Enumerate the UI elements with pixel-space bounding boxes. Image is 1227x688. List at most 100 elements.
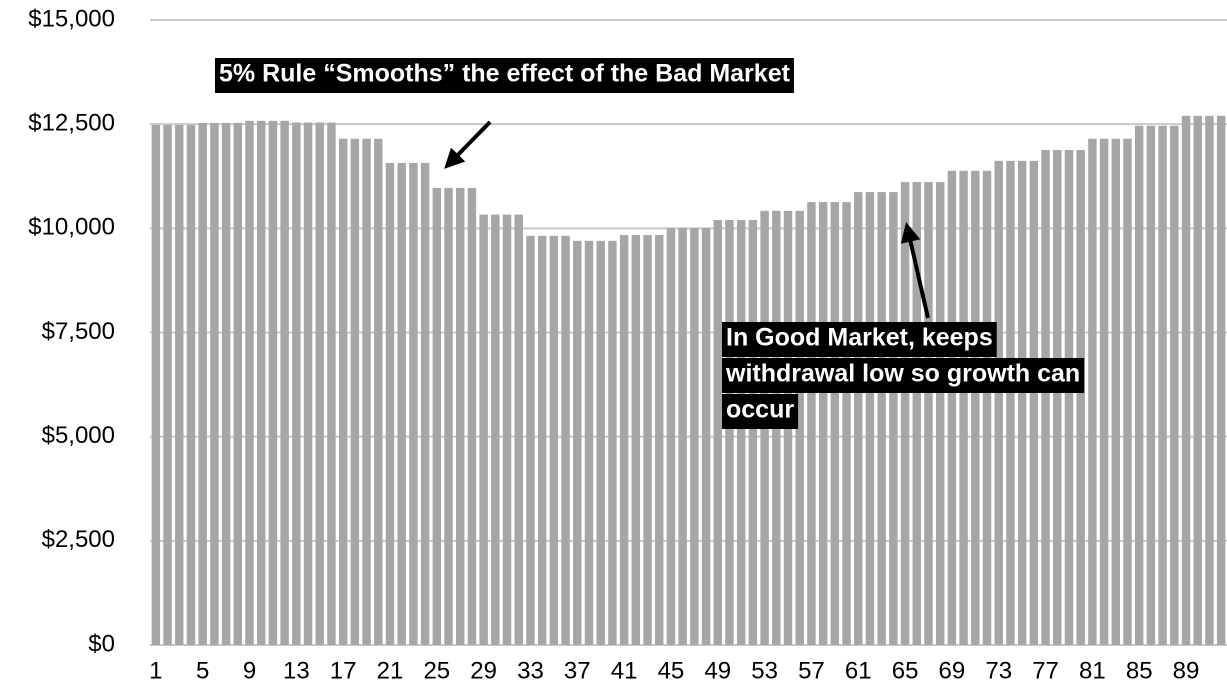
arrow — [444, 120, 492, 169]
bar — [1158, 125, 1167, 646]
x-tick-label: 9 — [243, 657, 256, 684]
bar — [584, 240, 594, 646]
annotation: withdrawal low so growth can — [725, 360, 1080, 388]
bar — [935, 182, 945, 646]
bar — [865, 192, 875, 646]
annotation: In Good Market, keeps — [726, 324, 993, 352]
bar — [245, 120, 254, 646]
annotation-box — [722, 394, 799, 429]
x-tick-label: 33 — [517, 657, 544, 684]
bar — [163, 125, 172, 645]
bar — [292, 122, 301, 645]
y-tick-label: $5,000 — [42, 422, 115, 449]
x-tick-label: 13 — [283, 657, 310, 684]
bar — [631, 235, 641, 645]
bar — [690, 227, 699, 645]
bar — [1123, 138, 1132, 645]
bar — [1170, 125, 1179, 646]
x-tick-label: 65 — [892, 657, 919, 684]
bar — [1088, 138, 1097, 645]
bar — [175, 125, 184, 645]
x-tick-label: 25 — [423, 657, 450, 684]
x-tick-label: 85 — [1126, 657, 1153, 684]
bar — [573, 240, 582, 646]
y-tick-label: $0 — [88, 630, 115, 657]
bar — [221, 122, 231, 645]
bar — [338, 138, 348, 645]
arrow — [900, 222, 930, 319]
bar — [807, 202, 816, 646]
bar — [374, 138, 383, 645]
bar — [186, 125, 196, 645]
bar — [900, 182, 910, 646]
bar — [1053, 150, 1062, 645]
bar — [350, 138, 360, 645]
bar — [889, 192, 898, 646]
bars — [151, 115, 1226, 646]
x-tick-label: 37 — [564, 657, 591, 684]
x-tick-label: 17 — [330, 657, 357, 684]
bar — [924, 182, 933, 646]
bar — [303, 122, 313, 645]
bar — [1146, 125, 1156, 646]
x-tick-label: 49 — [704, 657, 731, 684]
bar — [502, 214, 512, 646]
bar — [268, 120, 278, 646]
x-tick-label: 89 — [1173, 657, 1200, 684]
bar — [467, 187, 477, 645]
bar — [1181, 115, 1191, 646]
y-tick-label: $10,000 — [28, 214, 115, 241]
x-tick-label: 73 — [985, 657, 1012, 684]
bar — [1205, 115, 1214, 646]
bar — [432, 187, 442, 645]
x-tick-label: 69 — [939, 657, 966, 684]
annotation: 5% Rule “Smooths” the effect of the Bad … — [219, 60, 791, 88]
bar — [210, 122, 219, 645]
bar — [233, 122, 243, 645]
x-tick-label: 57 — [798, 657, 825, 684]
x-tick-label: 1 — [149, 657, 162, 684]
bar — [420, 162, 430, 645]
bar — [385, 162, 395, 645]
bar — [315, 122, 324, 645]
bar — [713, 220, 722, 645]
bar — [1064, 150, 1074, 645]
x-tick-label: 61 — [845, 657, 872, 684]
bar — [1017, 160, 1027, 646]
bar — [1099, 138, 1109, 645]
bar — [736, 220, 746, 645]
bar — [397, 162, 406, 645]
bar — [1216, 115, 1226, 646]
bar — [994, 160, 1003, 646]
bar — [596, 240, 605, 646]
bar — [327, 122, 336, 645]
x-tick-label: 5 — [196, 657, 209, 684]
bar — [514, 214, 523, 646]
x-tick-label: 29 — [470, 657, 497, 684]
bar — [561, 235, 570, 646]
bar — [362, 138, 371, 645]
bar — [1193, 115, 1202, 646]
bar — [444, 187, 453, 645]
bar — [537, 235, 547, 646]
bar — [1041, 150, 1050, 645]
bar — [971, 170, 980, 646]
x-tick-label: 41 — [611, 657, 638, 684]
annotation: occur — [726, 396, 794, 424]
bar — [198, 122, 207, 645]
bar — [701, 227, 711, 645]
bar — [643, 235, 652, 645]
x-tick-label: 53 — [751, 657, 778, 684]
annotation-box — [722, 322, 997, 357]
bar — [619, 235, 629, 645]
x-tick-label: 21 — [377, 657, 404, 684]
bar — [877, 192, 886, 646]
y-tick-label: $12,500 — [28, 110, 115, 137]
x-tick-label: 45 — [658, 657, 685, 684]
bar — [1111, 138, 1121, 645]
bar — [549, 235, 559, 646]
bar — [748, 220, 758, 645]
bar — [280, 120, 289, 646]
y-tick-label: $7,500 — [42, 318, 115, 345]
